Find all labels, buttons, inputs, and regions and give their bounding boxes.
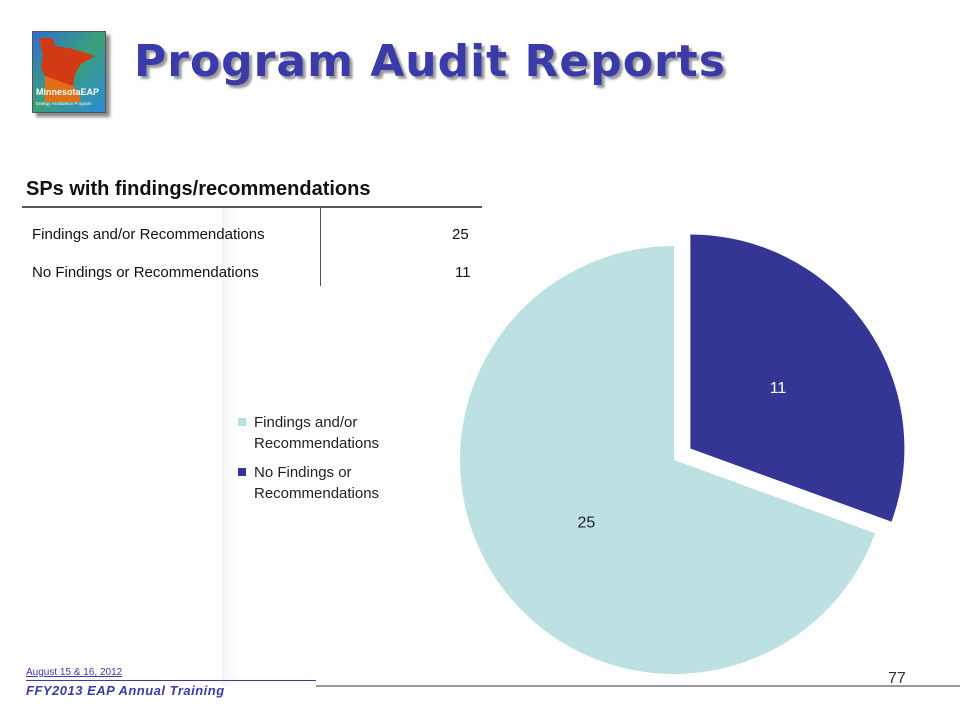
- legend-swatch-no-findings: [238, 468, 246, 476]
- footer-divider: [316, 685, 960, 687]
- table-row-1-label: Findings and/or Recommendations: [32, 226, 265, 243]
- table-header-rule: [22, 206, 482, 208]
- footer-training-title: FFY2013 EAP Annual Training: [26, 683, 225, 698]
- page-number: 77: [888, 670, 906, 687]
- chart-legend: Findings and/or Recommendations No Findi…: [238, 412, 438, 512]
- legend-item: No Findings or Recommendations: [238, 462, 438, 504]
- legend-swatch-findings: [238, 418, 246, 426]
- table-column-divider: [320, 208, 321, 286]
- logo-text: MinnesotaEAP: [36, 87, 99, 97]
- pie-slice-no-findings: [690, 234, 905, 522]
- legend-label-findings: Findings and/or Recommendations: [254, 414, 380, 452]
- footer-rule: [26, 680, 316, 681]
- table-row-1-value: 25: [452, 226, 469, 243]
- page-title: Program Audit Reports: [134, 36, 726, 87]
- legend-item: Findings and/or Recommendations: [238, 412, 438, 454]
- legend-label-no-findings: No Findings or Recommendations: [254, 464, 380, 502]
- table-row-2-label: No Findings or Recommendations: [32, 264, 259, 281]
- minnesota-eap-logo: MinnesotaEAP Energy Assistance Program: [32, 31, 106, 113]
- pie-slice-findings: [459, 246, 876, 674]
- pie-data-label-no-findings: 11: [770, 380, 787, 397]
- footer-date: August 15 & 16, 2012: [26, 667, 123, 678]
- pie-data-label-findings: 25: [577, 514, 595, 531]
- table-title: SPs with findings/recommendations: [26, 178, 371, 200]
- logo-subtext: Energy Assistance Program: [36, 101, 92, 106]
- table-row-2-value: 11: [455, 264, 471, 281]
